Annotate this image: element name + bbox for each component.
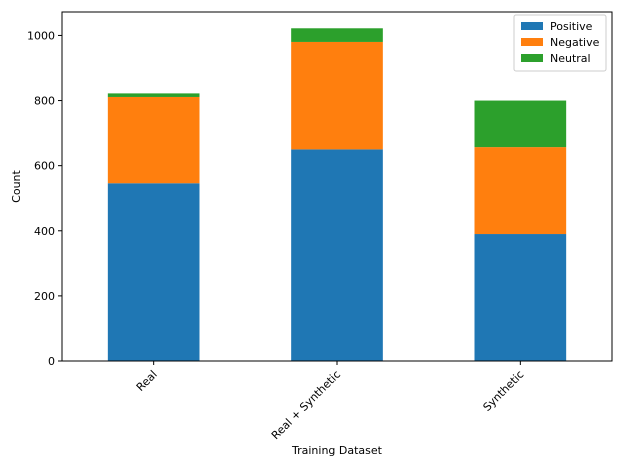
y-axis-ticks: 0 200 400 600 800 1000 xyxy=(27,29,62,368)
bar-neutral-2 xyxy=(474,100,567,148)
legend-swatch-positive xyxy=(521,22,543,30)
x-tick-label-2: Synthetic xyxy=(481,368,527,414)
bar-neutral-1 xyxy=(291,28,383,42)
legend-swatch-neutral xyxy=(521,54,543,62)
x-tick-label-0: Real xyxy=(134,368,160,394)
y-tick-label-3: 600 xyxy=(34,160,55,173)
legend: Positive Negative Neutral xyxy=(513,14,607,72)
legend-swatch-negative xyxy=(521,38,543,46)
bars-group xyxy=(107,28,567,361)
y-tick-label-1: 200 xyxy=(34,290,55,303)
bar-positive-0 xyxy=(107,183,200,361)
x-tick-label-1: Real + Synthetic xyxy=(269,368,343,442)
legend-label-negative: Negative xyxy=(550,36,600,49)
bar-neutral-0 xyxy=(107,93,200,97)
y-axis-label: Count xyxy=(10,169,23,202)
bar-negative-0 xyxy=(107,96,200,184)
y-tick-label-0: 0 xyxy=(48,355,55,368)
bar-positive-2 xyxy=(474,234,567,361)
legend-label-positive: Positive xyxy=(550,20,593,33)
bar-negative-1 xyxy=(291,41,383,150)
x-axis-label: Training Dataset xyxy=(291,444,383,457)
bar-negative-2 xyxy=(474,147,567,235)
y-tick-label-2: 400 xyxy=(34,225,55,238)
x-axis-ticks: Real Real + Synthetic Synthetic xyxy=(134,361,527,442)
legend-label-neutral: Neutral xyxy=(550,52,591,65)
y-tick-label-4: 800 xyxy=(34,95,55,108)
bar-positive-1 xyxy=(291,149,383,361)
y-tick-label-5: 1000 xyxy=(27,29,55,42)
